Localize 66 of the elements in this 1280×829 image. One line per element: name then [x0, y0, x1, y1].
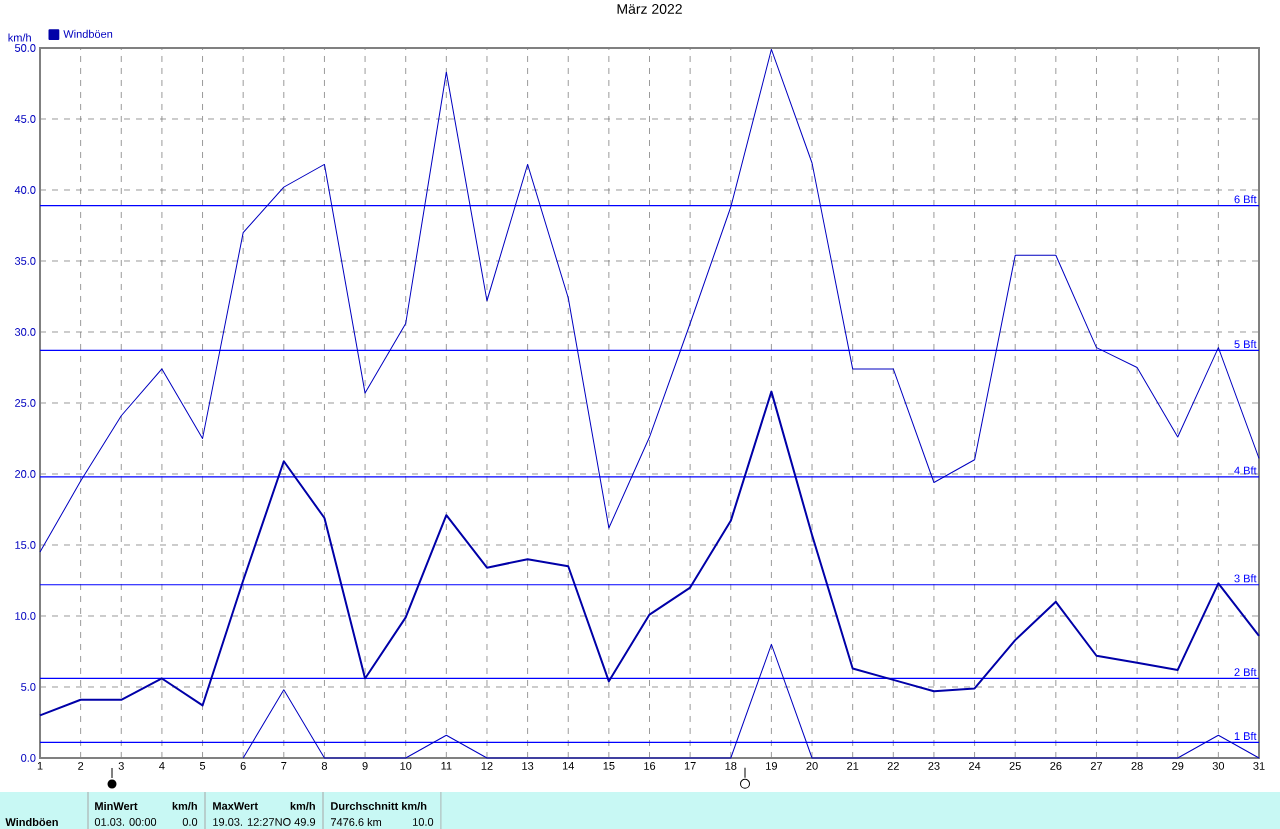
x-tick-label: 9: [362, 762, 368, 770]
y-tick-label: 20.0: [15, 470, 36, 478]
y-tick-label: 40.0: [14, 186, 36, 194]
ref-line-label: 3 Bft: [1234, 574, 1257, 583]
x-tick-label: 27: [1090, 762, 1103, 770]
legend-label: Windböen: [63, 29, 113, 38]
text: NO 49.9: [275, 818, 316, 826]
x-tick-label: 3: [118, 762, 124, 770]
x-tick-label: 29: [1172, 762, 1184, 770]
ref-line-label: 6 Bft: [1234, 195, 1257, 204]
x-tick-label: 17: [684, 762, 696, 770]
x-tick-label: 10: [400, 762, 412, 770]
text: Durchschnitt km/h: [331, 801, 427, 811]
x-tick-label: 11: [441, 762, 452, 770]
y-tick-label: 25.0: [15, 399, 36, 407]
x-tick-label: 5: [199, 762, 206, 770]
y-tick-label: 10.0: [15, 612, 36, 620]
text: km/h: [172, 801, 197, 811]
ref-line-label: 4 Bft: [1234, 466, 1257, 475]
y-axis-title: km/h: [8, 33, 31, 42]
x-tick-label: 4: [159, 762, 165, 770]
text: km/h: [290, 801, 315, 811]
line-series: [242, 643, 1260, 759]
x-tick-label: 14: [562, 762, 575, 770]
x-tick-label: 23: [928, 762, 940, 770]
x-tick-label: 13: [522, 762, 534, 770]
x-tick-label: 31: [1253, 762, 1265, 770]
x-tick-label: 8: [321, 762, 328, 770]
y-tick-label: 50.0: [14, 44, 36, 52]
y-tick-label: 35.0: [14, 257, 36, 265]
text: MaxWert: [213, 802, 258, 810]
ref-line-label: 1 Bft: [1234, 731, 1257, 740]
line-series: [39, 390, 1261, 717]
text: 7476.6 km: [330, 817, 382, 827]
y-tick-label: 45.0: [14, 115, 36, 123]
x-tick-label: 6: [240, 762, 246, 770]
y-tick-label: 30.0: [14, 328, 36, 336]
ref-line-label: 5 Bft: [1234, 339, 1257, 349]
x-tick-label: 19: [766, 762, 778, 770]
x-tick-label: 15: [603, 762, 615, 770]
line-series: [39, 48, 1260, 553]
x-tick-label: 2: [78, 762, 84, 770]
x-tick-label: 1: [37, 762, 43, 770]
y-tick-label: 5.0: [21, 683, 36, 691]
x-tick-label: 26: [1050, 762, 1062, 770]
x-tick-label: 18: [725, 762, 737, 770]
chart-title: März 2022: [617, 4, 682, 14]
x-tick-label: 30: [1212, 762, 1225, 770]
x-tick-label: 7: [281, 762, 287, 770]
text: MinWert: [95, 801, 138, 811]
x-tick-label: 16: [644, 762, 656, 770]
text: 0.0: [182, 818, 198, 826]
text: 10.0: [413, 818, 434, 826]
text: 19.03. 12:27: [213, 818, 275, 826]
x-tick-label: 25: [1009, 762, 1021, 770]
ref-line-label: 2 Bft: [1234, 668, 1257, 677]
text: Windböen: [5, 817, 58, 827]
x-tick-label: 21: [847, 762, 859, 770]
text: 01.03. 00:00: [94, 818, 157, 826]
x-tick-label: 24: [969, 762, 981, 770]
y-tick-label: 0.0: [21, 754, 36, 762]
x-tick-label: 12: [481, 762, 493, 770]
x-tick-label: 28: [1131, 762, 1143, 770]
x-tick-label: 20: [806, 762, 818, 770]
x-tick-label: 22: [887, 762, 899, 770]
y-tick-label: 15.0: [15, 541, 36, 549]
